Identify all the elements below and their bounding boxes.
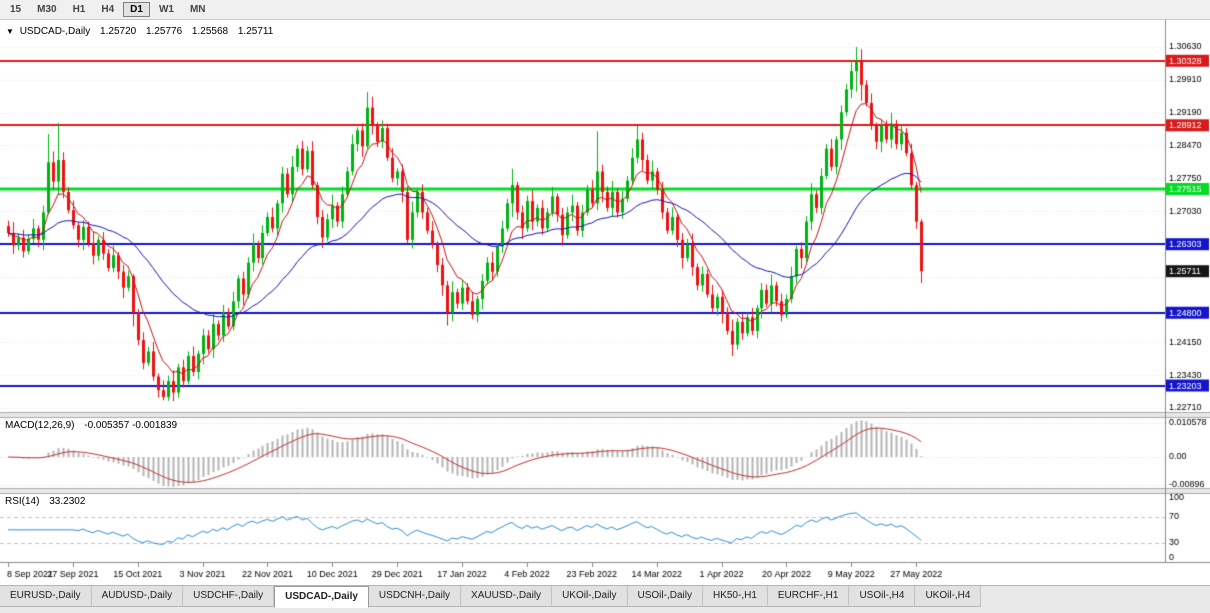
chart-tabs-bar: EURUSD-,Daily AUDUSD-,Daily USDCHF-,Daily U… [0, 585, 1210, 613]
chart-tab-usoil-h4[interactable]: USOil-,H4 [849, 586, 916, 607]
chart-tab-usdcnh-daily[interactable]: USDCNH-,Daily [368, 586, 462, 607]
timeframe-button-mn[interactable]: MN [183, 2, 213, 17]
symbol-dropdown-icon[interactable]: ▼ [6, 27, 14, 36]
rsi-indicator-value: 33.2302 [49, 496, 86, 507]
rsi-pane-label: RSI(14) 33.2302 [5, 496, 85, 507]
macd-pane-label: MACD(12,26,9) -0.005357 -0.001839 [5, 420, 177, 431]
chart-tab-eurusd-daily[interactable]: EURUSD-,Daily [0, 586, 92, 607]
rsi-indicator-name: RSI(14) [5, 496, 40, 507]
chart-tab-audusd-daily[interactable]: AUDUSD-,Daily [91, 586, 184, 607]
timeframe-button-d1[interactable]: D1 [123, 2, 150, 17]
chart-tab-usdchf-daily[interactable]: USDCHF-,Daily [183, 586, 275, 607]
ohlc-close: 1.25711 [237, 26, 274, 37]
chart-tab-eurchf-h1[interactable]: EURCHF-,H1 [767, 586, 850, 607]
chart-canvas[interactable] [0, 20, 1210, 585]
chart-tab-xauusd-daily[interactable]: XAUUSD-,Daily [461, 586, 553, 607]
timeframe-toolbar: 15 M30 H1 H4 D1 W1 MN [0, 0, 1210, 20]
timeframe-button-h1[interactable]: H1 [66, 2, 93, 17]
macd-indicator-values: -0.005357 -0.001839 [84, 420, 178, 431]
chart-tab-ukoil-daily[interactable]: UKOil-,Daily [552, 586, 628, 607]
timeframe-button-m30[interactable]: M30 [30, 2, 63, 17]
timeframe-button-h4[interactable]: H4 [94, 2, 121, 17]
macd-indicator-name: MACD(12,26,9) [5, 420, 75, 431]
chart-tab-ukoil-h4[interactable]: UKOil-,H4 [915, 586, 982, 607]
chart-symbol-label: USDCAD-,Daily [19, 26, 91, 37]
chart-tab-usdcad-daily[interactable]: USDCAD-,Daily [274, 586, 369, 608]
ohlc-open: 1.25720 [100, 26, 137, 37]
ohlc-high: 1.25776 [145, 26, 183, 37]
timeframe-button-15[interactable]: 15 [3, 2, 28, 17]
chart-tab-hk50-h1[interactable]: HK50-,H1 [702, 586, 768, 607]
timeframe-button-w1[interactable]: W1 [152, 2, 181, 17]
chart-symbol-header: ▼ USDCAD-,Daily 1.25720 1.25776 1.25568 … [6, 26, 273, 37]
chart-tab-usoil-daily[interactable]: USOil-,Daily [627, 586, 703, 607]
ohlc-low: 1.25568 [191, 26, 229, 37]
